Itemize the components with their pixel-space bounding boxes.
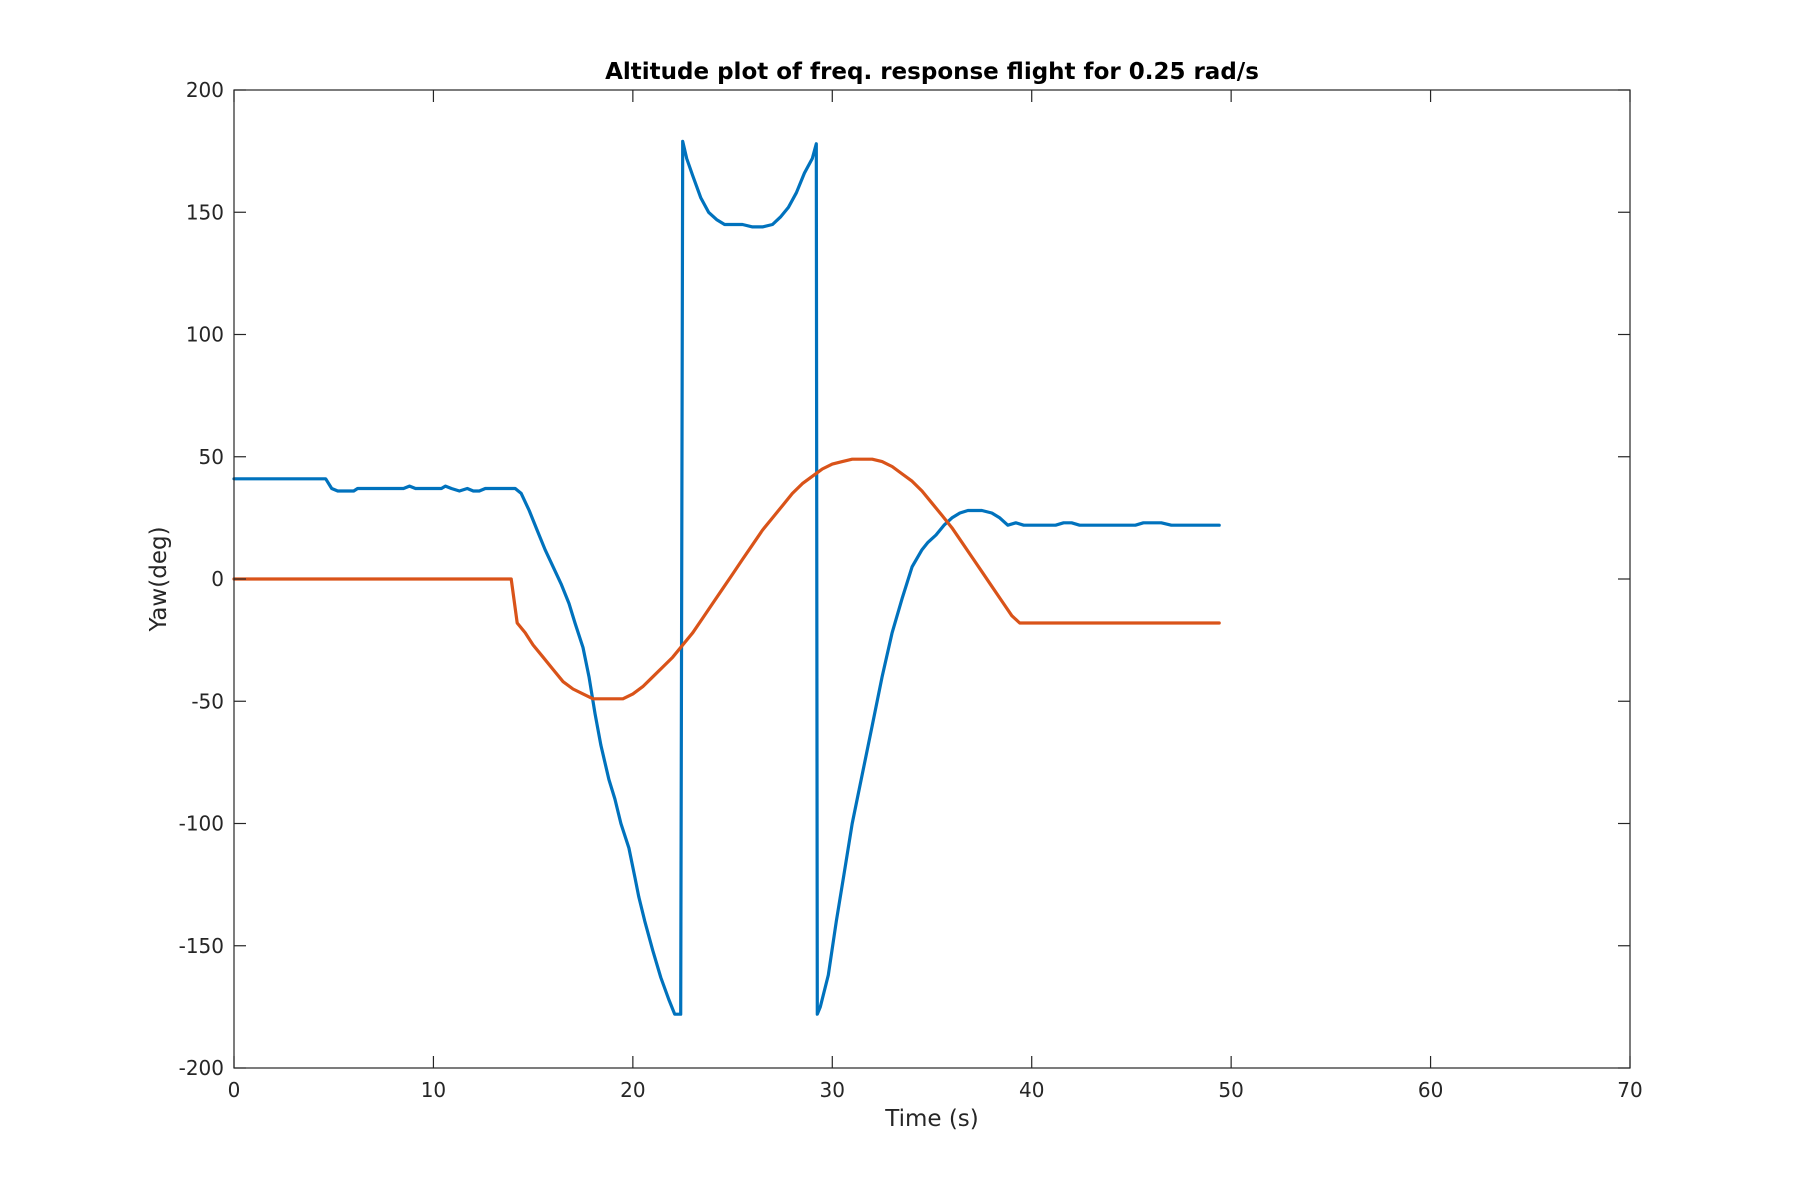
- x-axis: 0 10 20 30 40 50 60 70: [228, 90, 1643, 1102]
- x-tick-label: 20: [620, 1078, 645, 1102]
- y-tick-label: -200: [179, 1056, 224, 1080]
- y-tick-label: 150: [186, 200, 224, 224]
- x-tick-label: 40: [1019, 1078, 1044, 1102]
- y-axis: -200 -150 -100 -50 0 50 100 150 200: [179, 78, 1630, 1080]
- x-tick-label: 0: [228, 1078, 241, 1102]
- series-layer: [232, 139, 1221, 1016]
- y-tick-label: -50: [191, 689, 224, 713]
- x-tick-label: 30: [820, 1078, 845, 1102]
- y-tick-label: 50: [199, 445, 224, 469]
- x-tick-label: 70: [1617, 1078, 1642, 1102]
- y-axis-label: Yaw(deg): [146, 526, 172, 632]
- x-tick-label: 10: [421, 1078, 446, 1102]
- y-tick-label: 200: [186, 78, 224, 102]
- y-tick-label: -100: [179, 812, 224, 836]
- x-tick-label: 50: [1218, 1078, 1243, 1102]
- x-tick-label: 60: [1418, 1078, 1443, 1102]
- y-tick-label: 0: [211, 567, 224, 591]
- y-tick-label: -150: [179, 934, 224, 958]
- x-axis-label: Time (s): [884, 1106, 979, 1132]
- chart-title: Altitude plot of freq. response flight f…: [605, 59, 1259, 85]
- y-tick-label: 100: [186, 323, 224, 347]
- series-line-1: [232, 139, 1221, 1016]
- series-line-2: [232, 457, 1221, 701]
